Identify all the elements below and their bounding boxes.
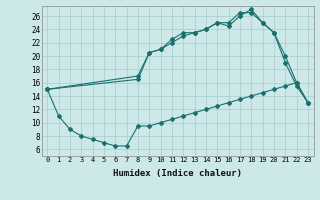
X-axis label: Humidex (Indice chaleur): Humidex (Indice chaleur) xyxy=(113,169,242,178)
